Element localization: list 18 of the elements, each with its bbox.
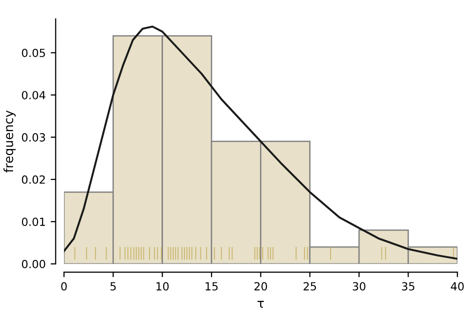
x-tick-label: 10 — [156, 282, 169, 291]
y-axis-title: frequency — [4, 110, 16, 172]
y-tick-label: 0.02 — [22, 175, 45, 184]
x-tick-label: 30 — [352, 282, 366, 291]
y-tick-label: 0.04 — [22, 90, 46, 100]
x-tick-label: 15 — [206, 282, 218, 291]
x-tick-label: 40 — [450, 282, 464, 291]
y-tick-label: 0.01 — [22, 218, 45, 226]
line-series — [64, 26, 458, 260]
y-tick-label: 0.00 — [22, 260, 46, 268]
x-tick-label: 5 — [110, 282, 116, 291]
x-tick-label: 35 — [402, 282, 414, 291]
x-tick-label: 20 — [254, 282, 268, 291]
y-tick-label: 0.03 — [22, 133, 46, 142]
x-tick-label: 0 — [61, 282, 67, 291]
y-tick-label: 0.05 — [22, 48, 45, 58]
x-axis-title: τ — [258, 300, 264, 308]
x-tick-label: 25 — [304, 282, 316, 291]
